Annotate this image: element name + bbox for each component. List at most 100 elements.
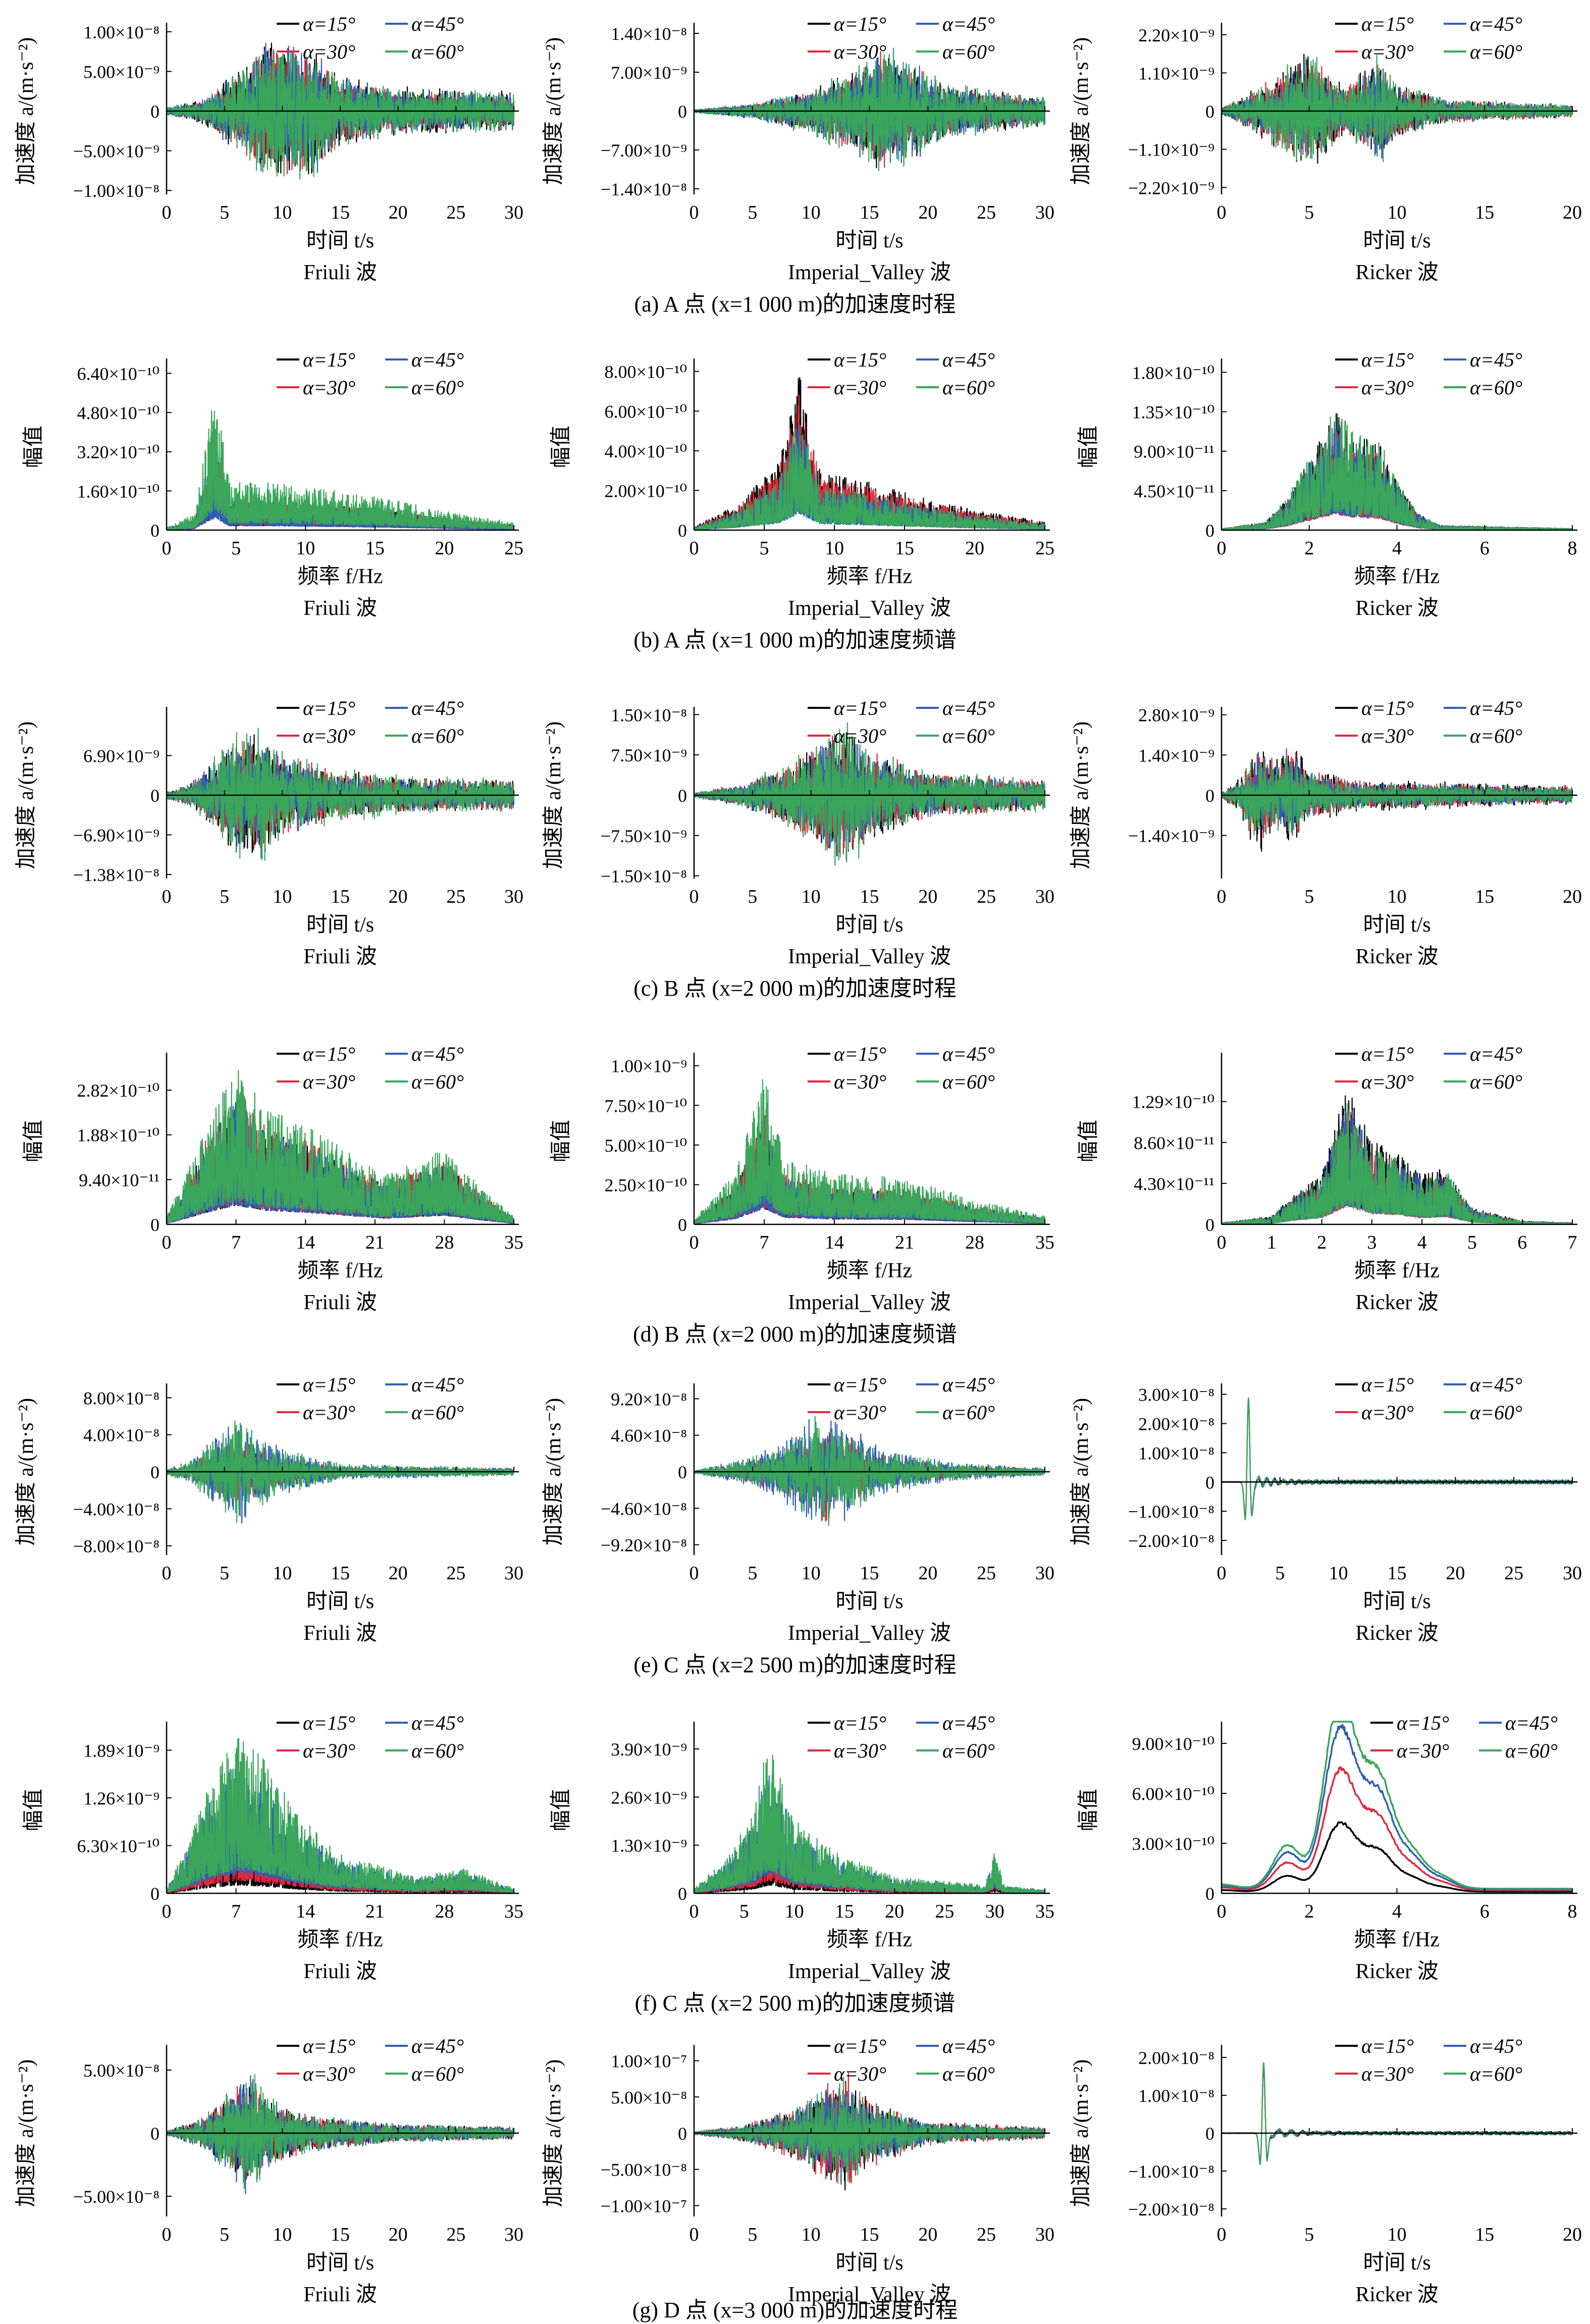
y-tick-label: −1.40×10⁻⁹ bbox=[1128, 826, 1214, 846]
x-tick-label: 25 bbox=[977, 2224, 996, 2245]
x-tick-label: 20 bbox=[389, 886, 408, 907]
legend-label: α=45° bbox=[411, 348, 464, 371]
legend-label: α=60° bbox=[411, 40, 464, 63]
subplot-3-1: 0 7 14 21 28 35 1.00×10⁻⁹ 7.50×10⁻¹⁰ 5.00×10⁻¹⁰ 2… bbox=[550, 1043, 1054, 1314]
series-line-α=45° bbox=[166, 42, 515, 173]
x-tick-label: 0 bbox=[1217, 2224, 1227, 2245]
y-tick-label: 0 bbox=[1205, 786, 1214, 806]
y-tick-label: 6.30×10⁻¹⁰ bbox=[77, 1836, 160, 1856]
legend: α=15° α=45° α=30° α=60° bbox=[277, 13, 464, 63]
x-tick-label: 7 bbox=[760, 1232, 769, 1253]
legend-label: α=15° bbox=[834, 1373, 886, 1396]
wave-title: Friuli 波 bbox=[303, 1622, 377, 1645]
y-tick-label: 1.88×10⁻¹⁰ bbox=[77, 1125, 160, 1146]
legend-label: α=15° bbox=[303, 1373, 355, 1396]
wave-title: Imperial_Valley 波 bbox=[788, 945, 951, 968]
x-tick-label: 28 bbox=[435, 1232, 454, 1253]
y-axis-label: 加速度 a/(m·s⁻²) bbox=[15, 2059, 38, 2207]
subplot-4-1: 0 5 10 15 20 25 30 9.20×10⁻⁸ 4.60×10⁻⁸ 0 −4.60×10⁻… bbox=[542, 1373, 1054, 1645]
series-group bbox=[1221, 748, 1573, 852]
y-tick-label: 1.60×10⁻¹⁰ bbox=[77, 481, 160, 501]
series-group bbox=[166, 1070, 515, 1224]
x-tick-label: 8 bbox=[1568, 1901, 1577, 1922]
y-tick-label: 2.00×10⁻¹⁰ bbox=[604, 481, 687, 501]
y-tick-label: −4.60×10⁻⁸ bbox=[601, 1499, 687, 1519]
legend-label: α=15° bbox=[834, 1712, 886, 1734]
x-tick-label: 10 bbox=[1388, 202, 1407, 223]
x-axis-label: 频率 f/Hz bbox=[1354, 1928, 1440, 1951]
x-tick-label: 25 bbox=[977, 886, 996, 907]
y-tick-label: 1.29×10⁻¹⁰ bbox=[1132, 1092, 1214, 1112]
x-tick-label: 15 bbox=[1475, 202, 1494, 223]
legend-label: α=60° bbox=[1470, 40, 1522, 63]
y-tick-label: 0 bbox=[1205, 1472, 1214, 1492]
y-tick-label: 3.90×10⁻⁹ bbox=[611, 1739, 687, 1760]
legend-label: α=60° bbox=[942, 725, 995, 747]
legend: α=15° α=45° α=30° α=60° bbox=[277, 348, 464, 399]
wave-title: Imperial_Valley 波 bbox=[788, 1622, 951, 1645]
wave-title: Friuli 波 bbox=[303, 945, 377, 968]
x-tick-label: 15 bbox=[860, 1563, 879, 1584]
legend-label: α=15° bbox=[303, 697, 355, 719]
x-tick-label: 5 bbox=[1304, 886, 1314, 907]
y-tick-label: 2.50×10⁻¹⁰ bbox=[604, 1175, 687, 1195]
legend: α=15° α=45° α=30° α=60° bbox=[1335, 697, 1522, 747]
x-tick-label: 7 bbox=[231, 1232, 241, 1253]
subplot-5-1: 0 5 10 15 20 25 30 35 3.90×10⁻⁹ 2.60×10⁻⁹ 1.30×10⁻… bbox=[550, 1712, 1054, 1983]
x-axis-label: 时间 t/s bbox=[835, 229, 903, 252]
y-axis-label: 加速度 a/(m·s⁻²) bbox=[542, 1398, 565, 1546]
wave-title: Friuli 波 bbox=[303, 597, 377, 620]
y-tick-label: 6.40×10⁻¹⁰ bbox=[77, 364, 160, 384]
legend-label: α=30° bbox=[834, 1401, 886, 1424]
x-tick-label: 35 bbox=[1035, 1901, 1054, 1922]
x-axis-label: 时间 t/s bbox=[306, 913, 374, 937]
y-tick-label: 7.00×10⁻⁹ bbox=[611, 63, 687, 83]
x-tick-label: 30 bbox=[1035, 1563, 1054, 1584]
legend: α=15° α=45° α=30° α=60° bbox=[808, 348, 995, 399]
x-tick-label: 4 bbox=[1392, 1901, 1402, 1922]
legend-label: α=60° bbox=[411, 725, 464, 747]
y-tick-label: −4.00×10⁻⁸ bbox=[73, 1499, 160, 1519]
x-tick-label: 0 bbox=[1217, 1563, 1227, 1584]
y-tick-label: 9.40×10⁻¹¹ bbox=[79, 1170, 160, 1190]
x-tick-label: 0 bbox=[162, 1563, 172, 1584]
x-tick-label: 4 bbox=[1417, 1232, 1427, 1253]
y-tick-label: −6.90×10⁻⁹ bbox=[73, 825, 160, 846]
series-line-α=60° bbox=[1221, 1721, 1573, 1890]
x-tick-label: 0 bbox=[162, 2224, 172, 2245]
x-tick-label: 2 bbox=[1317, 1232, 1327, 1253]
x-tick-label: 10 bbox=[1388, 886, 1407, 907]
wave-title: Ricker 波 bbox=[1355, 1291, 1438, 1314]
y-tick-label: 1.10×10⁻⁹ bbox=[1138, 63, 1214, 83]
x-tick-label: 10 bbox=[273, 202, 292, 223]
x-axis-label: 频率 f/Hz bbox=[827, 1259, 912, 1282]
y-tick-label: 1.00×10⁻⁸ bbox=[1138, 2086, 1214, 2106]
y-tick-label: −1.50×10⁻⁸ bbox=[601, 866, 687, 887]
legend-label: α=45° bbox=[1470, 13, 1522, 35]
legend: α=15° α=45° α=30° α=60° bbox=[1370, 1712, 1558, 1762]
legend: α=15° α=45° α=30° α=60° bbox=[277, 1712, 464, 1762]
series-line-α=15° bbox=[1221, 1821, 1573, 1893]
x-tick-label: 0 bbox=[162, 538, 172, 559]
x-tick-label: 10 bbox=[273, 886, 292, 907]
series-line-α=60° bbox=[693, 722, 1046, 866]
y-axis-label: 加速度 a/(m·s⁻²) bbox=[1070, 1398, 1093, 1546]
wave-title: Ricker 波 bbox=[1355, 1960, 1438, 1983]
legend-label: α=15° bbox=[303, 2035, 355, 2057]
legend-label: α=60° bbox=[411, 376, 464, 399]
x-tick-label: 0 bbox=[690, 1232, 699, 1253]
x-tick-label: 25 bbox=[446, 2224, 465, 2245]
legend-label: α=45° bbox=[1470, 1373, 1522, 1396]
y-tick-label: −8.00×10⁻⁸ bbox=[73, 1536, 160, 1557]
y-tick-label: 2.80×10⁻⁹ bbox=[1138, 705, 1214, 726]
x-axis-label: 时间 t/s bbox=[306, 229, 374, 252]
x-tick-label: 3 bbox=[1367, 1232, 1376, 1253]
x-axis-label: 时间 t/s bbox=[835, 913, 903, 937]
legend-label: α=60° bbox=[411, 1070, 464, 1093]
x-tick-label: 0 bbox=[162, 886, 172, 907]
x-tick-label: 20 bbox=[435, 538, 454, 559]
y-tick-label: 1.89×10⁻⁹ bbox=[83, 1741, 160, 1761]
x-tick-label: 21 bbox=[895, 1232, 914, 1253]
legend-label: α=15° bbox=[834, 13, 886, 35]
subplot-3-2: 0 1 2 3 4 5 6 7 1.29×10⁻¹⁰ 8.60×10⁻¹¹ 4.30×10⁻¹¹ 0 幅… bbox=[1077, 1043, 1577, 1314]
